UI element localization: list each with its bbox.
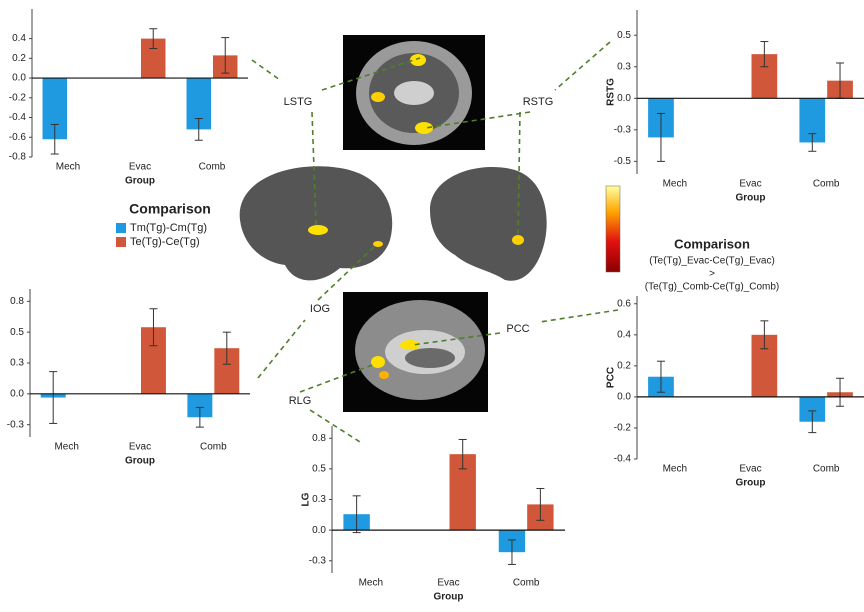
contrast-line: (Te(Tg)_Evac-Ce(Tg)_Evac) [649,256,775,267]
y-tick-label: -0.6 [9,132,27,143]
y-tick-label: -0.8 [9,152,27,163]
legend-swatch [116,223,126,233]
error-bar [195,406,204,428]
y-tick-label: 0.4 [12,33,26,44]
error-bar [808,410,817,434]
error-bar [536,487,545,521]
y-tick-label: 0.5 [312,464,326,475]
y-tick-label: 0.4 [617,329,631,340]
y-tick-label: 0.0 [312,525,326,536]
y-tick-label: 0.8 [10,296,24,307]
color-bar [605,185,621,273]
error-bar [656,360,665,393]
x-tick-label: Mech [663,179,687,190]
x-tick-label: Comb [513,578,540,589]
error-bar [458,438,467,470]
y-tick-label: 0.2 [617,360,631,371]
contrast-line: (Te(Tg)_Comb-Ce(Tg)_Comb) [645,282,779,293]
error-bar [760,41,769,68]
region-label: RSTG [523,96,554,108]
x-tick-label: Comb [200,442,227,453]
y-tick-label: -0.4 [614,454,632,465]
error-bar [507,539,516,565]
y-tick-label: 0.6 [617,298,631,309]
x-tick-label: Comb [813,179,840,190]
region-label: IOG [310,303,330,315]
x-tick-label: Comb [199,162,226,173]
error-bar [760,320,769,350]
y-tick-label: -0.2 [9,92,27,103]
error-bar [194,118,203,141]
y-axis-title: LG [301,492,312,506]
y-tick-label: -0.5 [614,156,632,167]
connectors [251,41,619,443]
error-bar [149,28,158,49]
legend-swatch [116,237,126,247]
region-label: RLG [289,395,312,407]
x-axis-title: Group [125,176,155,187]
region-label: LSTG [284,96,313,108]
error-bar [352,495,361,534]
error-bar [656,112,665,162]
error-bar [808,133,817,152]
x-tick-label: Mech [56,162,80,173]
error-bar [222,331,231,365]
x-tick-label: Mech [663,464,687,475]
right-brain-surface [430,166,547,281]
region-label: PCC [506,323,529,335]
x-axis-title: Group [736,478,766,489]
y-tick-label: 0.0 [617,392,631,403]
y-tick-label: -0.4 [9,112,27,123]
y-axis-title: PCC [606,367,617,388]
y-tick-label: -0.2 [614,423,632,434]
x-axis-title: Group [125,456,155,467]
y-tick-label: -0.3 [7,419,25,430]
y-tick-label: 0.2 [12,53,26,64]
y-tick-label: 0.3 [10,358,24,369]
y-tick-label: 0.0 [12,73,26,84]
x-tick-label: Evac [739,464,761,475]
legend-title: Comparison [129,201,211,217]
y-tick-label: 0.5 [617,30,631,41]
y-axis-title: RSTG [606,78,617,106]
error-bar [221,37,230,74]
error-bar [50,123,59,155]
x-tick-label: Comb [813,464,840,475]
bar [187,393,213,418]
axial-slice [343,35,485,150]
error-bar [836,377,845,407]
x-tick-label: Mech [359,578,383,589]
legend-label: Tm(Tg)-Cm(Tg) [130,222,207,234]
y-tick-label: 0.3 [312,494,326,505]
x-axis-title: Group [434,592,464,603]
sagittal-slice [343,292,488,412]
x-tick-label: Evac [739,179,761,190]
x-tick-label: Evac [129,442,151,453]
y-tick-label: 0.0 [617,93,631,104]
y-tick-label: -0.3 [309,555,327,566]
y-tick-label: 0.0 [10,388,24,399]
y-tick-label: 0.3 [617,61,631,72]
error-bar [49,371,58,424]
x-axis-title: Group [736,193,766,204]
contrast-line: > [709,269,715,280]
y-tick-label: -0.3 [614,124,632,135]
error-bar [149,308,158,347]
x-tick-label: Evac [129,162,151,173]
y-tick-label: 0.8 [312,433,326,444]
contrast-title: Comparison [674,236,750,251]
x-tick-label: Evac [437,578,459,589]
legend-label: Te(Tg)-Ce(Tg) [130,236,200,248]
y-tick-label: 0.5 [10,327,24,338]
x-tick-label: Mech [54,442,78,453]
